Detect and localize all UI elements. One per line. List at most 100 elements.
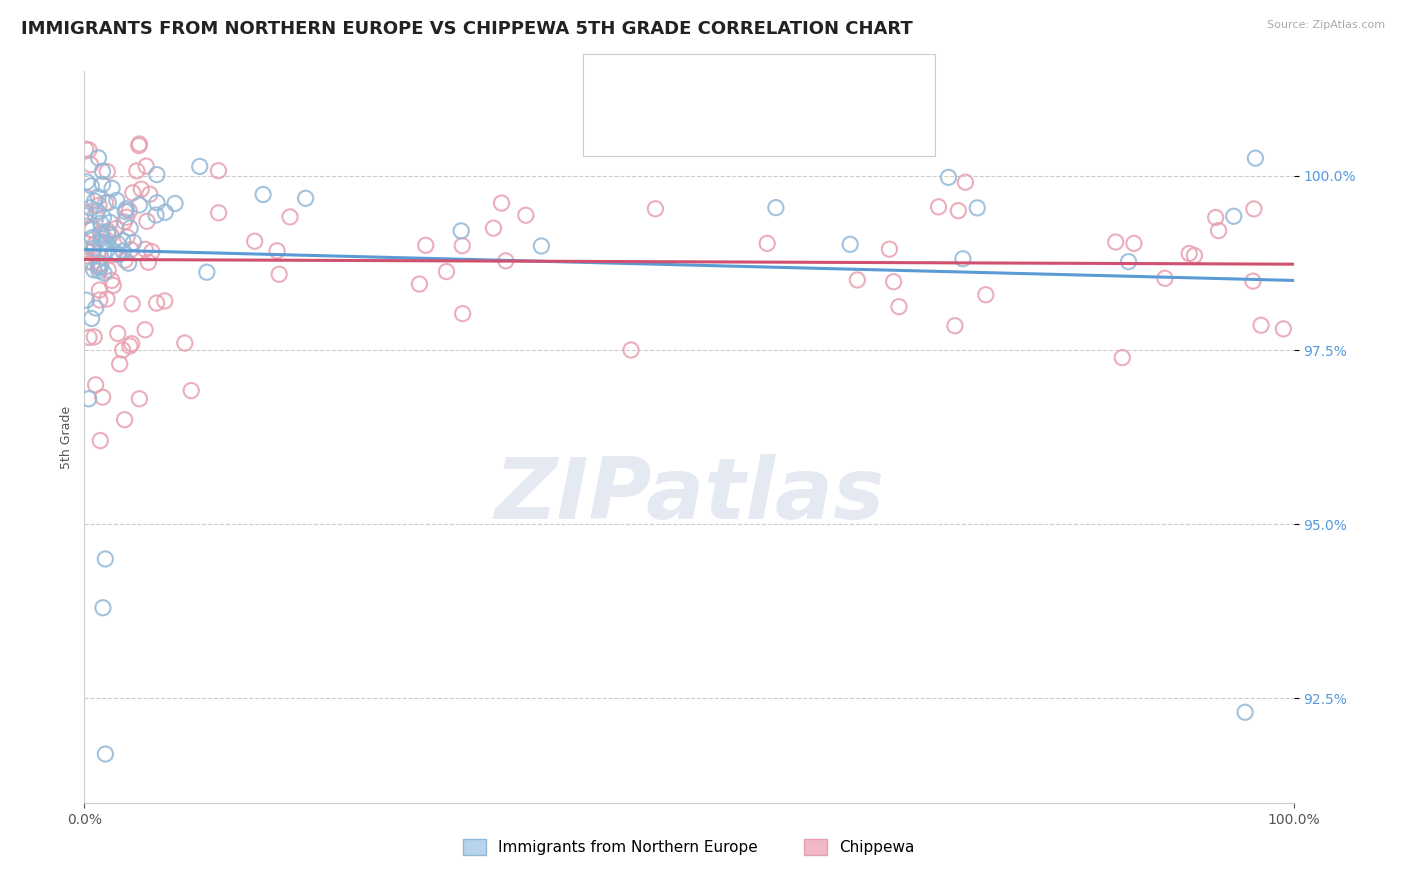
Point [87,190,110,204]
Point [89,434,111,448]
Point [134,242,156,256]
Point [83,330,105,344]
Point [97,227,120,241]
Point [87,198,110,212]
Point [145,296,167,310]
Point [87,259,110,273]
Point [1105,235,1128,249]
Point [1111,351,1133,365]
Point [128,392,150,406]
Point [294,191,316,205]
Point [966,201,988,215]
Point [153,293,176,308]
Point [96,236,118,251]
Point [82,244,104,258]
Point [75,293,97,307]
Point [1243,202,1265,216]
Point [100,273,122,287]
Point [839,237,862,252]
Point [97,224,120,238]
Point [90,216,112,230]
Point [121,336,143,351]
Point [141,244,163,259]
Point [207,163,229,178]
Point [515,208,537,222]
Point [115,211,138,225]
Point [94,552,117,566]
Point [195,265,218,279]
Point [105,221,128,235]
Point [115,230,138,244]
Point [89,293,111,307]
Legend: R = 0.137   N =  69, R = 0.124   N = 106: R = 0.137 N = 69, R = 0.124 N = 106 [603,76,848,134]
Point [90,256,112,270]
Point [846,273,869,287]
Point [114,253,136,268]
Y-axis label: 5th Grade: 5th Grade [60,406,73,468]
Point [94,195,117,210]
Point [415,238,437,252]
Point [96,244,118,258]
Point [120,243,142,257]
Point [75,142,97,156]
Text: IMMIGRANTS FROM NORTHERN EUROPE VS CHIPPEWA 5TH GRADE CORRELATION CHART: IMMIGRANTS FROM NORTHERN EUROPE VS CHIPP… [21,20,912,37]
Point [451,238,474,252]
Point [129,182,152,196]
Point [108,357,131,371]
Point [87,263,110,277]
Point [107,326,129,341]
Point [90,235,112,250]
Point [91,178,114,192]
Point [118,339,141,353]
Point [96,164,118,178]
Point [107,236,129,251]
Point [84,377,107,392]
Point [75,207,97,221]
Point [145,208,167,222]
Point [879,242,901,256]
Point [146,168,169,182]
Point [98,215,121,229]
Text: Source: ZipAtlas.com: Source: ZipAtlas.com [1267,20,1385,29]
Point [105,194,128,208]
Point [80,223,103,237]
Point [620,343,643,357]
Point [82,230,104,244]
Point [948,203,970,218]
Point [1250,318,1272,333]
Point [89,260,111,274]
Point [955,175,977,189]
Point [75,243,97,257]
Point [146,195,169,210]
Point [83,241,105,255]
Point [80,311,103,326]
Point [1272,322,1295,336]
Point [128,138,150,153]
Point [80,222,103,236]
Point [91,390,114,404]
Point [75,190,97,204]
Point [450,224,472,238]
Point [278,210,301,224]
Point [1222,209,1244,223]
Point [76,219,98,234]
Point [139,187,162,202]
Point [928,200,950,214]
Point [120,221,142,235]
Point [122,235,145,250]
Point [952,252,974,266]
Point [75,209,97,223]
Point [188,160,211,174]
Point [97,195,120,210]
Point [103,278,125,293]
Point [765,201,787,215]
Point [1178,246,1201,260]
Point [134,323,156,337]
Point [94,235,117,250]
Point [118,203,141,218]
Point [79,201,101,215]
Point [943,318,966,333]
Point [94,747,117,761]
Point [530,239,553,253]
Point [84,207,107,221]
